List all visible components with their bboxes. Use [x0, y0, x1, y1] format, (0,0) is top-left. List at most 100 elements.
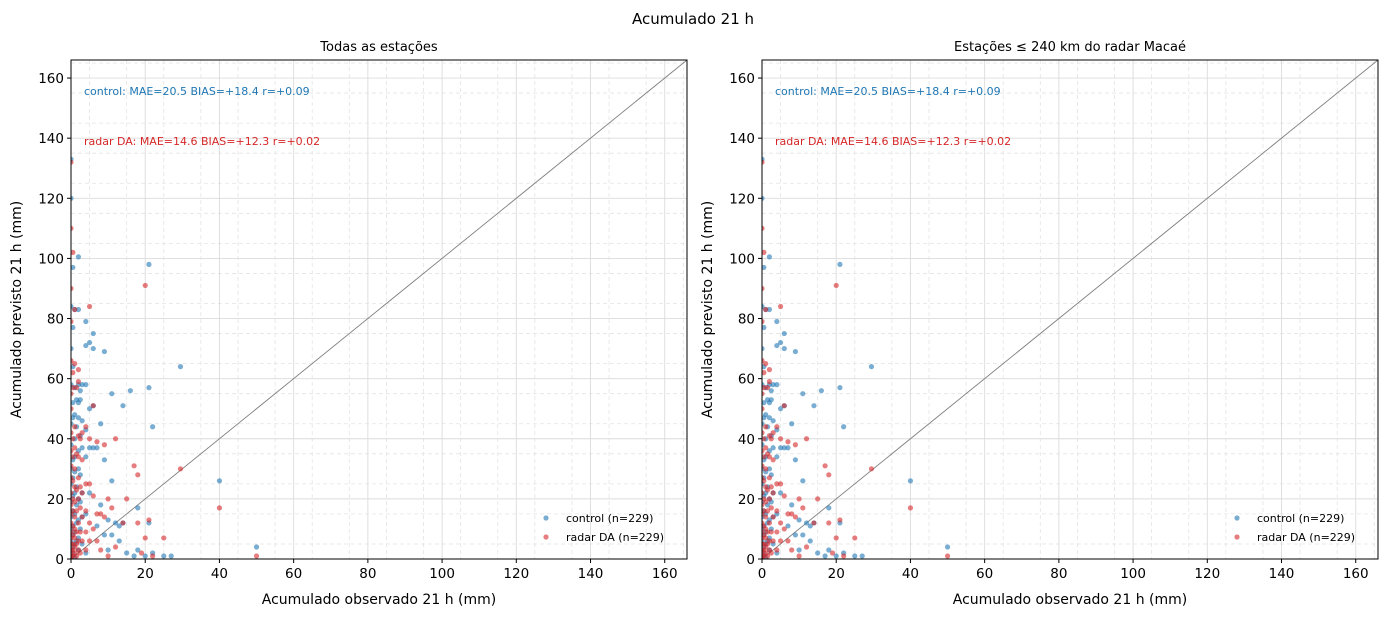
y-tick-label: 80 [738, 312, 755, 328]
scatter-point [868, 364, 875, 370]
scatter-point [72, 361, 78, 367]
scatter-point [109, 478, 115, 484]
scatter-point [77, 397, 83, 403]
scatter-point [763, 412, 769, 418]
scatter-point [83, 529, 89, 535]
scatter-point [807, 538, 813, 544]
y-tick-label: 60 [47, 372, 64, 388]
scatter-point [841, 424, 847, 430]
scatter-point [803, 520, 810, 526]
scatter-point [766, 454, 773, 460]
scatter-point [142, 553, 148, 559]
scatter-point [101, 514, 107, 520]
scatter-point [777, 445, 784, 451]
scatter-point [75, 475, 82, 481]
scatter-point [777, 436, 784, 442]
scatter-point [168, 553, 174, 559]
scatter-point [762, 454, 767, 460]
scatter-point [768, 436, 774, 442]
scatter-point [944, 553, 951, 559]
scatter-point [72, 412, 78, 418]
scatter-point [79, 382, 85, 388]
x-tick-label: 60 [976, 566, 993, 582]
scatter-point [253, 553, 260, 559]
scatter-point [83, 382, 89, 388]
scatter-point [815, 550, 821, 556]
scatter-point [792, 457, 798, 463]
scatter-point [83, 454, 89, 460]
axes-frame [70, 59, 688, 560]
scatter-point [768, 550, 774, 556]
scatter-point [71, 478, 76, 484]
panel-title: Todas as estações [319, 40, 438, 55]
scatter-point [77, 505, 83, 511]
scatter-point [768, 505, 774, 511]
scatter-point [789, 547, 795, 553]
scatter-point [837, 517, 843, 523]
scatter-point [109, 391, 115, 397]
scatter-point [71, 490, 74, 496]
scatter-point [94, 538, 100, 544]
scatter-point [762, 490, 765, 496]
scatter-point [79, 490, 85, 496]
scatter-point [71, 430, 74, 436]
scatter-point [105, 496, 111, 502]
scatter-point [253, 544, 260, 550]
scatter-point [762, 391, 765, 397]
scatter-point [789, 511, 795, 517]
scatter-point [789, 502, 795, 508]
scatter-point [135, 547, 141, 553]
scatter-point [71, 159, 74, 165]
scatter-point [79, 538, 85, 544]
scatter-point [150, 553, 156, 559]
scatter-point [116, 523, 122, 529]
scatter-point [73, 508, 80, 514]
scatter-point [796, 553, 802, 559]
x-tick-label: 120 [503, 566, 529, 582]
scatter-point [766, 475, 773, 481]
scatter-point [94, 439, 100, 445]
scatter-point [77, 484, 83, 490]
scatter-point [770, 418, 776, 424]
scatter-point [774, 529, 780, 535]
scatter-point [781, 330, 787, 337]
scatter-point [766, 254, 773, 260]
scatter-point [770, 490, 776, 496]
scatter-point [766, 306, 773, 313]
scatter-point [777, 303, 784, 310]
scatter-point [763, 306, 769, 313]
scatter-point [803, 436, 810, 442]
scatter-point [826, 547, 832, 553]
scatter-point [785, 523, 791, 529]
scatter-point [837, 261, 843, 268]
scatter-point [83, 508, 89, 514]
x-tick-label: 120 [1194, 566, 1220, 582]
scatter-point [109, 532, 115, 538]
x-axis-label: Acumulado observado 21 h (mm) [262, 592, 496, 608]
scatter-point [73, 487, 80, 493]
scatter-point [72, 466, 78, 472]
scatter-point [763, 466, 769, 472]
scatter-point [75, 379, 82, 385]
scatter-point [90, 345, 96, 352]
scatter-point [71, 400, 76, 406]
stats-annotation: control: MAE=20.5 BIAS=+18.4 r=+0.09 [775, 85, 1001, 98]
scatter-point [768, 484, 774, 490]
scatter-point [826, 520, 832, 526]
scatter-point [73, 385, 80, 391]
scatter-point [94, 523, 100, 529]
scatter-point [116, 538, 122, 544]
scatter-point [852, 553, 858, 559]
y-tick-label: 40 [738, 432, 755, 448]
scatter-point [762, 195, 765, 201]
scatter-point [101, 457, 107, 463]
scatter-point [71, 249, 76, 255]
y-tick-label: 40 [47, 432, 64, 448]
scatter-point [90, 403, 96, 409]
scatter-point [774, 382, 780, 388]
scatter-point [79, 418, 85, 424]
y-tick-label: 60 [738, 372, 755, 388]
x-tick-label: 140 [578, 566, 604, 582]
legend-label: control (n=229) [566, 512, 653, 525]
